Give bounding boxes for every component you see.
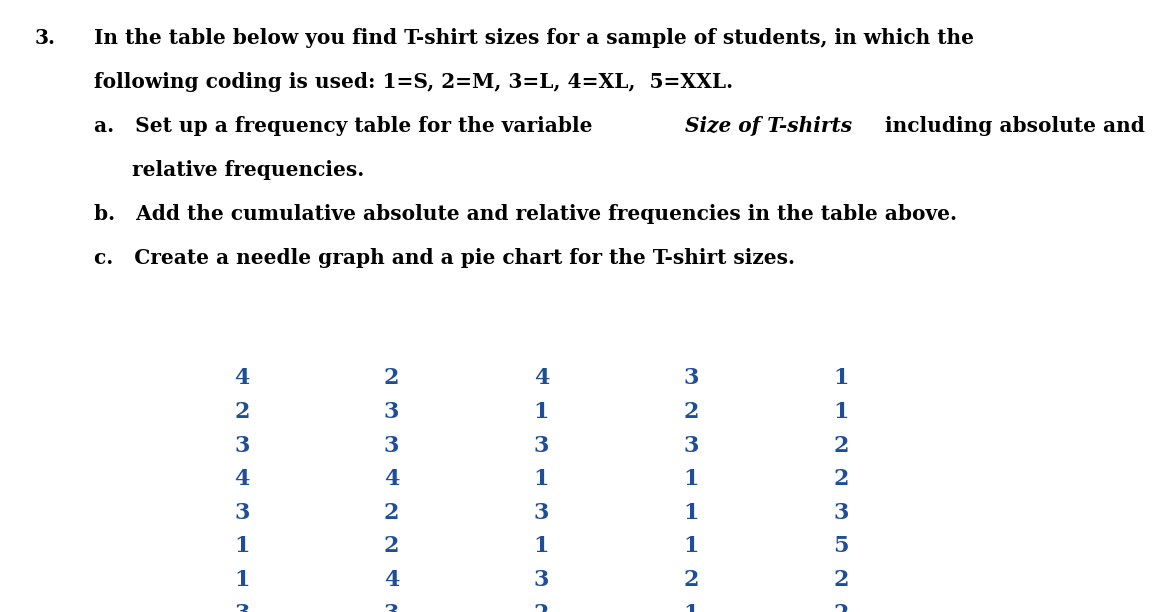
Text: 2: 2 <box>833 603 849 612</box>
Text: 4: 4 <box>533 367 550 389</box>
Text: 3: 3 <box>384 401 400 423</box>
Text: 2: 2 <box>384 367 400 389</box>
Text: 4: 4 <box>234 468 250 490</box>
Text: 2: 2 <box>833 569 849 591</box>
Text: 2: 2 <box>833 468 849 490</box>
Text: 3: 3 <box>833 502 849 524</box>
Text: 2: 2 <box>384 502 400 524</box>
Text: 2: 2 <box>683 569 699 591</box>
Text: 2: 2 <box>384 536 400 558</box>
Text: 3: 3 <box>234 502 250 524</box>
Text: 1: 1 <box>533 468 550 490</box>
Text: 3: 3 <box>234 435 250 457</box>
Text: 1: 1 <box>234 569 250 591</box>
Text: 1: 1 <box>833 367 849 389</box>
Text: 1: 1 <box>683 468 699 490</box>
Text: 1: 1 <box>234 536 250 558</box>
Text: 3: 3 <box>234 603 250 612</box>
Text: including absolute and: including absolute and <box>878 116 1145 136</box>
Text: 3: 3 <box>533 435 550 457</box>
Text: following coding is used: 1=S, 2=M, 3=L, 4=XL,  5=XXL.: following coding is used: 1=S, 2=M, 3=L,… <box>94 72 734 92</box>
Text: In the table below you find T-shirt sizes for a sample of students, in which the: In the table below you find T-shirt size… <box>94 28 975 48</box>
Text: Size of T-shirts: Size of T-shirts <box>685 116 852 136</box>
Text: 2: 2 <box>683 401 699 423</box>
Text: 1: 1 <box>683 502 699 524</box>
Text: 2: 2 <box>533 603 550 612</box>
Text: 3.: 3. <box>35 28 55 48</box>
Text: 3: 3 <box>384 603 400 612</box>
Text: 5: 5 <box>833 536 849 558</box>
Text: 1: 1 <box>683 603 699 612</box>
Text: 3: 3 <box>384 435 400 457</box>
Text: 3: 3 <box>533 502 550 524</box>
Text: 1: 1 <box>683 536 699 558</box>
Text: 4: 4 <box>384 569 400 591</box>
Text: 4: 4 <box>234 367 250 389</box>
Text: b.   Add the cumulative absolute and relative frequencies in the table above.: b. Add the cumulative absolute and relat… <box>94 204 957 224</box>
Text: 2: 2 <box>833 435 849 457</box>
Text: 1: 1 <box>533 401 550 423</box>
Text: a.   Set up a frequency table for the variable: a. Set up a frequency table for the vari… <box>94 116 600 136</box>
Text: 3: 3 <box>533 569 550 591</box>
Text: relative frequencies.: relative frequencies. <box>132 160 365 180</box>
Text: 1: 1 <box>533 536 550 558</box>
Text: 4: 4 <box>384 468 400 490</box>
Text: 2: 2 <box>234 401 250 423</box>
Text: c.   Create a needle graph and a pie chart for the T-shirt sizes.: c. Create a needle graph and a pie chart… <box>94 248 796 268</box>
Text: 3: 3 <box>683 435 699 457</box>
Text: 1: 1 <box>833 401 849 423</box>
Text: 3: 3 <box>683 367 699 389</box>
